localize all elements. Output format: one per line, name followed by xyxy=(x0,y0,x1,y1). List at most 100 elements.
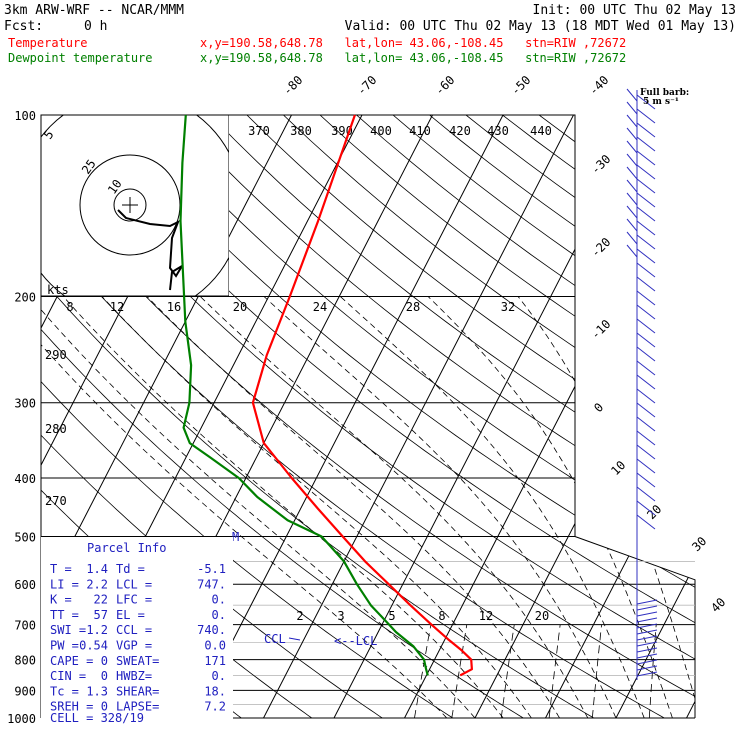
theta-label: 400 xyxy=(370,124,392,138)
wind-barb xyxy=(636,234,656,250)
parcel-row-label-a: LI = xyxy=(50,577,79,591)
wind-barb xyxy=(636,458,656,474)
pressure-tick-label: 500 xyxy=(14,530,36,544)
forecast-hour: 0 h xyxy=(84,19,107,34)
wind-barb-flag xyxy=(626,244,638,258)
wind-barb-flag xyxy=(626,179,638,193)
wind-barb xyxy=(636,514,656,530)
wind-barb-flag xyxy=(626,218,638,232)
pressure-tick-label: 600 xyxy=(14,578,36,592)
parcel-row-value-b: 18. xyxy=(204,684,226,698)
theta-label: 420 xyxy=(449,124,471,138)
parcel-row-value-b: 747. xyxy=(197,577,226,591)
moist-adiabat-line xyxy=(200,296,589,718)
pressure-tick-label: 300 xyxy=(14,397,36,411)
dry-adiabat-line xyxy=(210,115,695,718)
wind-barb-low xyxy=(636,641,658,647)
wind-barb-flag xyxy=(626,114,638,128)
parcel-row-value-a: 0.54 xyxy=(79,639,108,653)
parcel-info-title: Parcel Info xyxy=(87,541,166,555)
parcel-row-value-a: 1.4 xyxy=(86,562,108,576)
isotherm-label: -70 xyxy=(354,73,379,98)
wind-barb xyxy=(636,430,656,446)
pressure-tick-label: 400 xyxy=(14,472,36,486)
wind-barb xyxy=(636,262,656,278)
ccl-marker: CCL xyxy=(264,632,286,646)
wind-barb xyxy=(636,346,656,362)
parcel-cell-info: CELL = 328/19 xyxy=(50,711,144,725)
parcel-row-label-a: TT = xyxy=(50,608,79,622)
parcel-row-label-b: LFC = xyxy=(116,593,152,607)
parcel-row-value-a: 0 xyxy=(101,669,108,683)
parcel-row-label-b: CCL = xyxy=(116,623,152,637)
hodograph-scale-label: 8 xyxy=(66,300,73,314)
dry-adiabat-line xyxy=(41,115,545,718)
wind-barb xyxy=(636,178,656,194)
parcel-row-label-b: SWEAT= xyxy=(116,654,159,668)
parcel-row-label-b: LAPSE= xyxy=(116,700,159,714)
theta-label: 370 xyxy=(248,124,270,138)
isotherm-line xyxy=(397,115,695,718)
isotherm-label: 0 xyxy=(591,400,606,415)
wind-barb-low xyxy=(636,653,658,659)
wind-barb xyxy=(636,276,656,292)
mixing-ratio-lines xyxy=(414,624,657,718)
parcel-row-label-a: T = xyxy=(50,562,72,576)
parcel-row-value-b: 0. xyxy=(212,593,226,607)
theta-label: 410 xyxy=(409,124,431,138)
moist-adiabat-line xyxy=(146,296,560,718)
hodograph-units-label: kts xyxy=(47,283,69,297)
mixing-ratio-label: 8 xyxy=(438,609,445,623)
isotherm-line xyxy=(256,115,589,718)
parcel-row-value-b: 740. xyxy=(197,623,226,637)
hodograph-ring-inner xyxy=(113,188,147,222)
wind-barb-low xyxy=(636,599,658,605)
mixing-ratio-label: 20 xyxy=(535,609,549,623)
theta-label: 430 xyxy=(487,124,509,138)
theta-left-label: 270 xyxy=(45,494,67,508)
wind-barbs xyxy=(626,88,658,680)
parcel-row-value-a: 2.2 xyxy=(86,577,108,591)
parcel-row-value-a: 0 xyxy=(101,654,108,668)
parcel-row-value-b: 0. xyxy=(212,608,226,622)
wind-barb-flag xyxy=(626,231,638,245)
parcel-row-label-b: HWBZ= xyxy=(116,669,152,683)
hodograph-trace xyxy=(117,209,183,291)
moist-adiabat-line xyxy=(101,296,532,718)
parcel-row-value-a: 1.3 xyxy=(86,684,108,698)
wind-barb-flag xyxy=(626,153,638,167)
parcel-row-label-a: PW = xyxy=(50,639,79,653)
model-title: 3km ARW-WRF -- NCAR/MMM xyxy=(4,3,184,18)
isotherm-label: -20 xyxy=(588,235,613,260)
theta-label: 380 xyxy=(290,124,312,138)
mixing-ratio-line xyxy=(414,624,432,718)
wind-barb xyxy=(636,150,656,166)
moist-adiabat-line xyxy=(41,296,448,718)
diagram-border-lower xyxy=(574,536,696,718)
parcel-row-label-b: EL = xyxy=(116,608,145,622)
wind-barb-low xyxy=(636,635,658,641)
isotherm-line xyxy=(185,115,518,718)
moist-adiabat-line xyxy=(263,296,617,718)
isotherm-label: -10 xyxy=(588,317,613,342)
wind-barb xyxy=(636,164,656,180)
wind-barb xyxy=(636,136,656,152)
temperature-location-info: x,y=190.58,648.78 lat,lon= 43.06,-108.45… xyxy=(200,36,626,50)
pressure-tick-label: 700 xyxy=(14,619,36,633)
parcel-row-value-b: 0.0 xyxy=(204,639,226,653)
temperature-profile xyxy=(251,114,473,677)
parcel-row-label-a: K = xyxy=(50,593,72,607)
dry-adiabat-line xyxy=(465,115,695,718)
isotherm-line xyxy=(679,115,695,718)
isotherm-label: 40 xyxy=(708,595,728,615)
parcel-info-box: Parcel Info T = 1.4 Td = -5.1 LI = 2.2 LCL = 74… xyxy=(41,537,233,725)
wind-barb xyxy=(636,388,656,404)
wind-barb xyxy=(636,472,656,488)
isotherm-label: 10 xyxy=(608,458,628,478)
parcel-row-value-a: 1.2 xyxy=(86,623,108,637)
wind-barb xyxy=(636,192,656,208)
wind-barb-low xyxy=(636,629,658,635)
parcel-row-value-a: 0 xyxy=(101,700,108,714)
